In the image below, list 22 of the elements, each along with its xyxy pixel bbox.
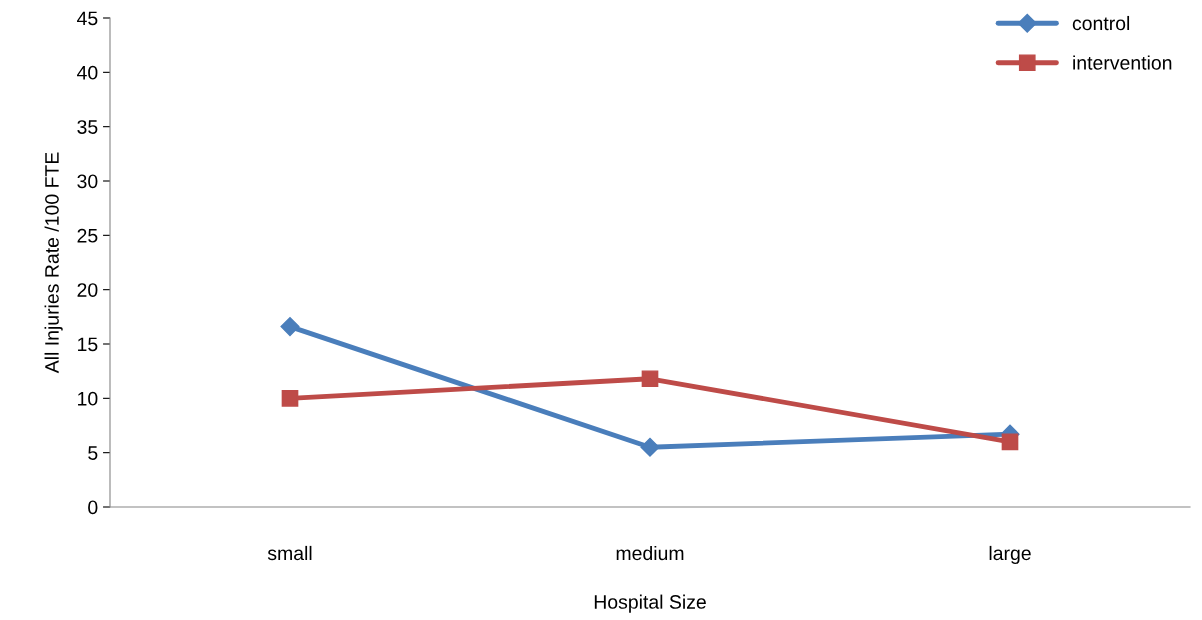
point [1001, 433, 1019, 451]
y-tick-label: 5 [88, 446, 98, 460]
y-tick-label: 45 [77, 11, 98, 26]
legend-label: intervention [1073, 55, 1172, 70]
y-tick-label: 40 [77, 65, 98, 80]
x-tick-label: small [267, 545, 312, 561]
x-tick-label: large [989, 545, 1031, 565]
y-axis-title: All Injuries Rate /100 FTE [44, 152, 63, 374]
y-tick-label: 10 [78, 391, 98, 406]
point [281, 389, 299, 407]
x-tick-label: medium [616, 545, 684, 561]
point [641, 370, 659, 388]
y-tick-label: 35 [77, 120, 98, 134]
x-axis-title: Hospital Size [594, 594, 706, 613]
y-tick-label: 0 [88, 500, 98, 515]
y-tick-label: 20 [77, 283, 98, 297]
y-tick-label: 15 [78, 337, 98, 352]
y-tick-label: 30 [77, 174, 98, 189]
legend-label: control [1072, 15, 1130, 31]
point [640, 437, 660, 457]
point [280, 317, 300, 337]
y-tick-label: 25 [77, 228, 98, 243]
